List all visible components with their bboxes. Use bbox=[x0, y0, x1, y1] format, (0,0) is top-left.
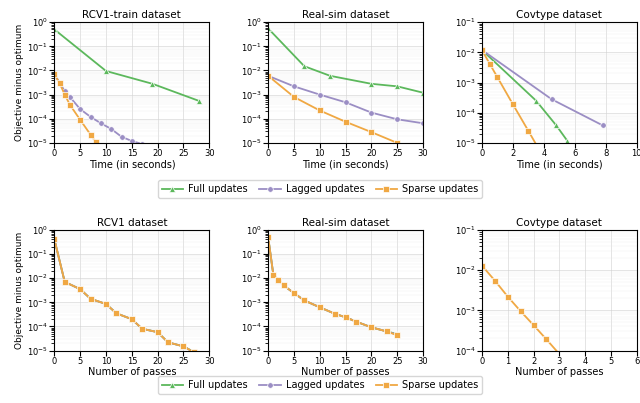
X-axis label: Number of passes: Number of passes bbox=[515, 367, 604, 377]
Legend: Full updates, Lagged updates, Sparse updates: Full updates, Lagged updates, Sparse upd… bbox=[158, 180, 482, 198]
Title: Real-sim dataset: Real-sim dataset bbox=[302, 10, 389, 20]
Title: Real-sim dataset: Real-sim dataset bbox=[302, 218, 389, 228]
X-axis label: Time (in seconds): Time (in seconds) bbox=[302, 160, 389, 170]
X-axis label: Time (in seconds): Time (in seconds) bbox=[516, 160, 603, 170]
X-axis label: Time (in seconds): Time (in seconds) bbox=[88, 160, 175, 170]
X-axis label: Number of passes: Number of passes bbox=[88, 367, 176, 377]
Title: Covtype dataset: Covtype dataset bbox=[516, 10, 602, 20]
X-axis label: Number of passes: Number of passes bbox=[301, 367, 390, 377]
Title: Covtype dataset: Covtype dataset bbox=[516, 218, 602, 228]
Legend: Full updates, Lagged updates, Sparse updates: Full updates, Lagged updates, Sparse upd… bbox=[158, 376, 482, 394]
Y-axis label: Objective minus optimum: Objective minus optimum bbox=[15, 232, 24, 349]
Title: RCV1 dataset: RCV1 dataset bbox=[97, 218, 167, 228]
Title: RCV1-train dataset: RCV1-train dataset bbox=[83, 10, 181, 20]
Y-axis label: Objective minus optimum: Objective minus optimum bbox=[15, 24, 24, 141]
